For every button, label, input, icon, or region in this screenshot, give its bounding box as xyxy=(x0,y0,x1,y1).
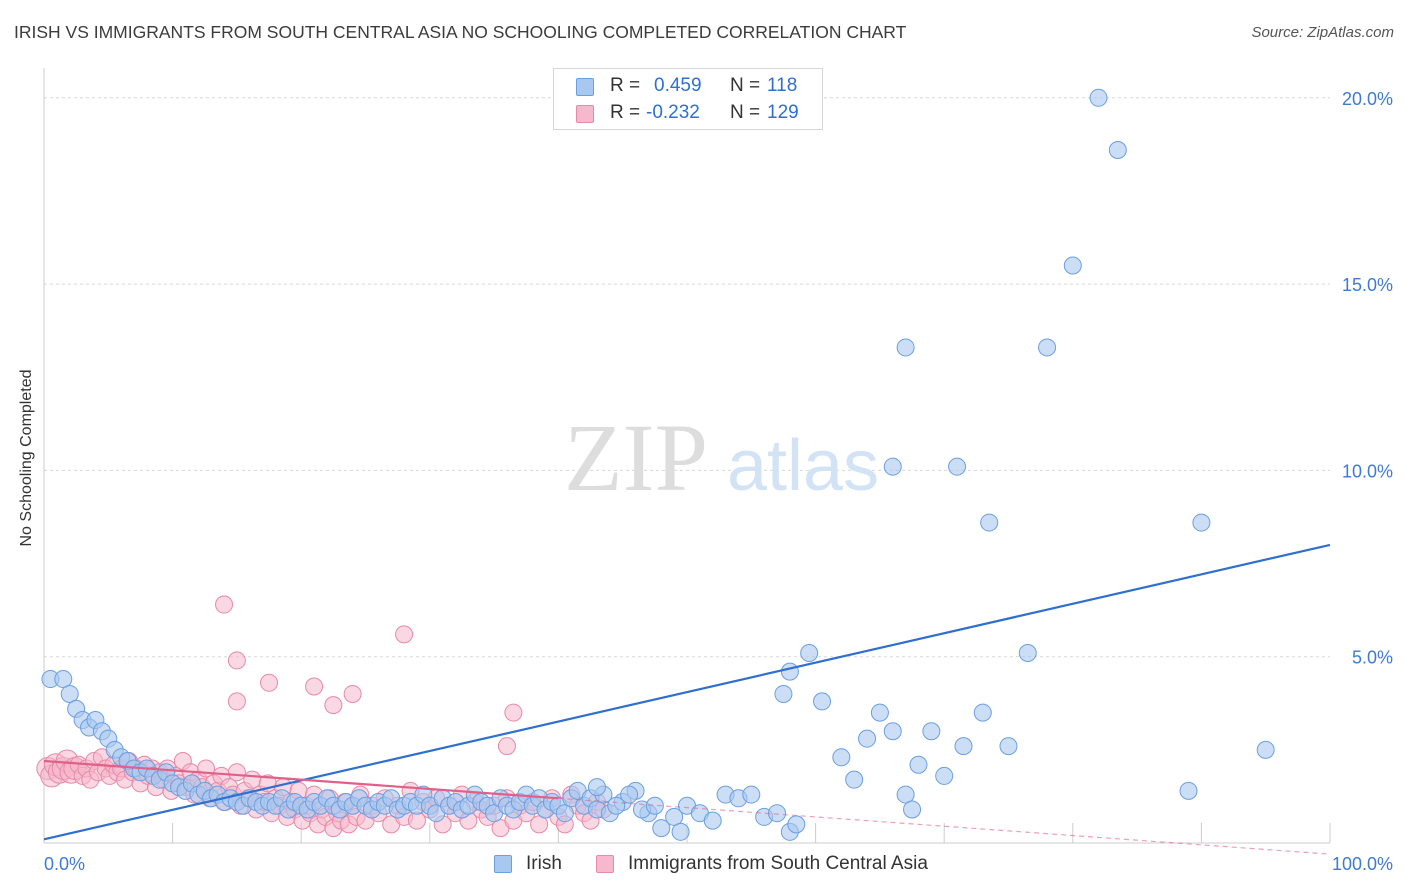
irish-point xyxy=(999,737,1018,756)
x-tick-label: 0.0% xyxy=(44,854,85,874)
irish-point xyxy=(883,457,902,476)
irish-point xyxy=(980,513,999,532)
chart-title: IRISH VS IMMIGRANTS FROM SOUTH CENTRAL A… xyxy=(14,22,907,42)
immigrants-point xyxy=(227,651,246,670)
irish-point xyxy=(607,796,626,815)
irish-point xyxy=(1018,643,1037,662)
irish-trend-line xyxy=(43,543,1331,841)
legend-r-value: 0.459 xyxy=(654,75,702,96)
y-tick-label: 10.0% xyxy=(1342,461,1393,481)
immigrants-swatch xyxy=(596,855,614,873)
legend-n-label: N = xyxy=(730,102,761,123)
irish-point xyxy=(948,457,967,476)
irish-point xyxy=(742,785,761,804)
immigrants-trend-line xyxy=(43,759,559,800)
immigrants-point xyxy=(227,763,246,782)
legend-n-value: 129 xyxy=(767,102,799,123)
irish-point xyxy=(903,800,922,819)
irish-point xyxy=(870,703,889,722)
legend-r-label: R = xyxy=(610,75,641,96)
irish-point xyxy=(1038,338,1057,357)
irish-point xyxy=(665,807,684,826)
irish-point xyxy=(813,692,832,711)
immigrants-point xyxy=(497,737,516,756)
irish-point xyxy=(954,737,973,756)
y-axis-title: No Schooling Completed xyxy=(18,369,35,547)
legend-n-value: 118 xyxy=(767,75,798,96)
immigrants-point xyxy=(215,595,234,614)
legend-r-label: R = xyxy=(610,102,641,123)
immigrants-point xyxy=(504,703,523,722)
immigrants-point xyxy=(324,696,343,715)
irish-point xyxy=(768,804,787,823)
irish-point xyxy=(587,778,606,797)
irish-point xyxy=(973,703,992,722)
irish-point xyxy=(774,684,793,703)
irish-point xyxy=(703,811,722,830)
legend-r-value: -0.232 xyxy=(646,102,700,123)
irish-point xyxy=(1089,88,1108,107)
irish-swatch xyxy=(576,78,594,96)
irish-point xyxy=(832,748,851,767)
irish-point xyxy=(1179,781,1198,800)
irish-point xyxy=(909,755,928,774)
y-tick-label: 20.0% xyxy=(1342,89,1393,109)
immigrants-point xyxy=(260,673,279,692)
irish-point xyxy=(1256,740,1275,759)
immigrants-point xyxy=(530,815,549,834)
watermark-zip: ZIP xyxy=(564,404,708,511)
irish-point xyxy=(652,819,671,838)
x-tick-label: 100.0% xyxy=(1332,854,1393,874)
irish-point xyxy=(935,766,954,785)
irish-point xyxy=(896,338,915,357)
irish-point xyxy=(60,684,79,703)
bottom-legend-label: Immigrants from South Central Asia xyxy=(628,853,928,874)
y-tick-label: 15.0% xyxy=(1342,275,1393,295)
legend-n-label: N = xyxy=(730,75,761,96)
immigrants-point xyxy=(197,759,216,778)
immigrants-trend-extension xyxy=(558,797,1331,855)
irish-point xyxy=(787,815,806,834)
irish-point xyxy=(800,643,819,662)
source-label: Source: ZipAtlas.com xyxy=(1251,24,1394,41)
immigrants-point xyxy=(305,677,324,696)
bottom-legend-label: Irish xyxy=(526,853,562,874)
irish-point xyxy=(1063,256,1082,275)
irish-point xyxy=(858,729,877,748)
watermark-atlas: atlas xyxy=(727,426,879,506)
immigrants-swatch xyxy=(576,105,594,123)
stats-legend: R = 0.459 N = 118 R = -0.232 N = 129 xyxy=(553,68,823,130)
immigrants-point xyxy=(343,684,362,703)
irish-swatch xyxy=(494,855,512,873)
y-tick-label: 5.0% xyxy=(1352,648,1393,668)
irish-point xyxy=(845,770,864,789)
irish-point xyxy=(671,822,690,841)
immigrants-point xyxy=(243,770,262,789)
irish-point xyxy=(1108,140,1127,159)
irish-point xyxy=(620,785,639,804)
irish-point xyxy=(555,804,574,823)
immigrants-point xyxy=(395,625,414,644)
irish-point xyxy=(883,722,902,741)
irish-point xyxy=(645,796,664,815)
irish-point xyxy=(922,722,941,741)
immigrants-point xyxy=(227,692,246,711)
irish-point xyxy=(54,670,73,689)
irish-point xyxy=(896,785,915,804)
irish-point xyxy=(780,662,799,681)
irish-point xyxy=(1192,513,1211,532)
